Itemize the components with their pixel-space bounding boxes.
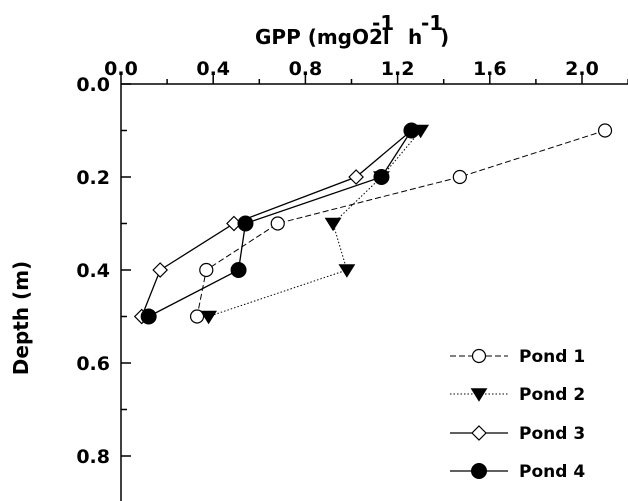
x-tick-label: 2.0 <box>565 58 599 80</box>
legend-label: Pond 4 <box>519 462 585 482</box>
x-tick-label: 1.6 <box>473 58 507 80</box>
data-point <box>597 123 613 138</box>
series-layer <box>133 122 613 325</box>
x-tick-label: 1.2 <box>381 58 415 80</box>
data-point <box>230 262 247 278</box>
x-axis-title-mid: h <box>408 25 422 49</box>
legend-entry: Pond 1 <box>450 347 585 367</box>
data-point <box>152 262 169 278</box>
legend: Pond 1 Pond 2 Pond 3 Pond 4 <box>450 347 585 482</box>
legend-label: Pond 3 <box>519 424 585 444</box>
series-4 <box>140 122 420 325</box>
data-point <box>338 264 356 278</box>
data-point <box>324 217 342 232</box>
y-tick-label: 0.8 <box>76 446 110 468</box>
legend-entry: Pond 2 <box>450 385 585 405</box>
data-point <box>403 122 420 139</box>
y-tick-label: 0.0 <box>76 74 110 96</box>
y-tick-label: 0.2 <box>76 167 110 189</box>
legend-marker <box>471 425 487 441</box>
series-line <box>208 130 422 317</box>
legend-label: Pond 1 <box>519 347 585 367</box>
x-tick-label: 0.0 <box>104 58 138 80</box>
data-point <box>373 169 390 185</box>
legend-label: Pond 2 <box>519 385 585 405</box>
x-axis-title-end: ) <box>440 25 449 49</box>
y-tick-label: 0.6 <box>76 353 110 375</box>
y-tick-label: 0.4 <box>76 260 110 282</box>
data-point <box>237 215 254 232</box>
data-point <box>200 310 217 325</box>
data-point <box>452 169 467 185</box>
data-point <box>199 262 214 278</box>
x-axis-title-main: GPP (mgO2l <box>255 25 390 49</box>
y-axis-title: Depth (m) <box>9 261 33 375</box>
x-tick-label: 0.4 <box>196 58 230 80</box>
x-tick-label: 0.8 <box>289 58 323 80</box>
series-1 <box>189 123 613 324</box>
data-point <box>348 169 364 185</box>
x-axis-title-sup1: -1 <box>372 11 394 35</box>
legend-entry: Pond 4 <box>450 462 585 482</box>
axes: 0.0 0.4 0.8 1.2 1.6 2.0 0.0 0.2 0.4 0.6 0.8 <box>76 58 628 501</box>
data-point <box>189 309 205 324</box>
data-point <box>140 308 157 325</box>
legend-marker <box>470 388 488 402</box>
legend-entry: Pond 3 <box>450 424 585 444</box>
series-line <box>196 130 606 317</box>
data-point <box>270 216 285 231</box>
x-axis-title: GPP (mgO2l -1 h -1 ) <box>255 11 449 49</box>
x-axis-title-sup2: -1 <box>421 11 443 35</box>
legend-marker <box>471 348 487 364</box>
legend-marker <box>471 463 487 479</box>
